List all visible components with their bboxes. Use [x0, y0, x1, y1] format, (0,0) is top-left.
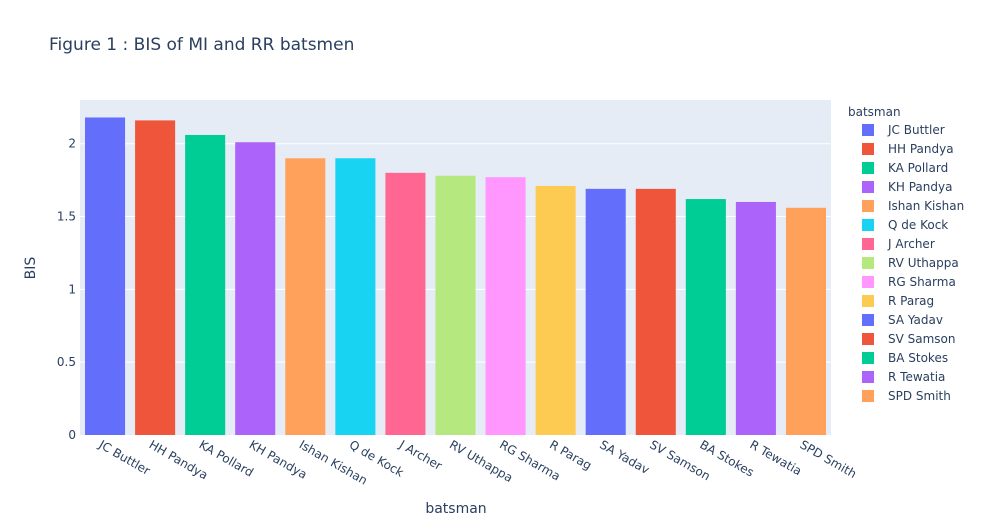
legend-item[interactable]: J Archer — [862, 237, 935, 251]
legend-label: Q de Kock — [888, 218, 948, 232]
legend-swatch — [862, 314, 874, 326]
legend-label: SV Samson — [888, 332, 956, 346]
legend-item[interactable]: KH Pandya — [862, 180, 952, 194]
legend-label: J Archer — [887, 237, 935, 251]
legend-label: RV Uthappa — [888, 256, 959, 270]
legend-item[interactable]: R Tewatia — [862, 370, 945, 384]
legend-swatch — [862, 390, 874, 402]
legend-swatch — [862, 219, 874, 231]
legend-label: HH Pandya — [888, 142, 954, 156]
legend-swatch — [862, 295, 874, 307]
bar-spd-smith[interactable] — [785, 207, 826, 435]
y-tick-label: 0.5 — [57, 355, 76, 369]
legend-item[interactable]: SPD Smith — [862, 389, 951, 403]
legend-item[interactable]: SV Samson — [862, 332, 956, 346]
legend-swatch — [862, 276, 874, 288]
legend-item[interactable]: Ishan Kishan — [862, 199, 964, 213]
legend-label: BA Stokes — [888, 351, 948, 365]
legend-label: KH Pandya — [888, 180, 952, 194]
legend-label: R Parag — [888, 294, 934, 308]
y-tick-label: 2 — [68, 137, 76, 151]
y-tick-label: 0 — [68, 428, 76, 442]
legend-swatch — [862, 333, 874, 345]
legend-item[interactable]: HH Pandya — [862, 142, 954, 156]
legend-item[interactable]: RV Uthappa — [862, 256, 959, 270]
x-tick-label: SPD Smith — [797, 437, 858, 481]
legend-swatch — [862, 124, 874, 136]
chart-title: Figure 1 : BIS of MI and RR batsmen — [49, 35, 354, 55]
bar-j-archer[interactable] — [385, 172, 426, 435]
y-axis-title: BIS — [23, 257, 39, 280]
legend-label: KA Pollard — [888, 161, 948, 175]
y-tick-label: 1.5 — [57, 210, 76, 224]
legend-label: RG Sharma — [888, 275, 956, 289]
y-tick-label: 1 — [68, 282, 76, 296]
x-tick-label: SA Yadav — [597, 437, 652, 477]
legend-item[interactable]: Q de Kock — [862, 218, 948, 232]
legend-label: SPD Smith — [888, 389, 951, 403]
legend-swatch — [862, 238, 874, 250]
bar-rv-uthappa[interactable] — [435, 175, 476, 435]
legend-label: SA Yadav — [888, 313, 943, 327]
legend-swatch — [862, 162, 874, 174]
legend-swatch — [862, 371, 874, 383]
legend-swatch — [862, 143, 874, 155]
legend-item[interactable]: KA Pollard — [862, 161, 948, 175]
legend-item[interactable]: RG Sharma — [862, 275, 956, 289]
bar-hh-pandya[interactable] — [135, 120, 176, 436]
x-tick-label: JC Buttler — [96, 437, 153, 478]
bar-jc-buttler[interactable] — [85, 117, 126, 435]
legend-swatch — [862, 200, 874, 212]
bar-rg-sharma[interactable] — [485, 177, 526, 435]
y-axis-ticks: 0 0.5 1 1.5 2 — [57, 137, 76, 442]
legend-swatch — [862, 181, 874, 193]
legend-label: R Tewatia — [888, 370, 945, 384]
bar-kh-pandya[interactable] — [235, 142, 276, 435]
bar-r-tewatia[interactable] — [735, 201, 776, 435]
legend-item[interactable]: R Parag — [862, 294, 934, 308]
legend-item[interactable]: JC Buttler — [862, 123, 945, 137]
legend-title: batsman — [848, 105, 901, 119]
x-tick-label: R Tewatia — [747, 437, 804, 478]
bar-ishan-kishan[interactable] — [285, 158, 326, 435]
bars[interactable] — [85, 117, 826, 436]
x-axis-title: batsman — [425, 501, 486, 517]
legend[interactable]: JC Buttler HH Pandya KA Pollard KH Pandya Is… — [862, 123, 964, 403]
legend-swatch — [862, 352, 874, 364]
legend-item[interactable]: BA Stokes — [862, 351, 948, 365]
bar-ba-stokes[interactable] — [685, 199, 726, 435]
bar-ka-pollard[interactable] — [185, 134, 226, 435]
legend-label: JC Buttler — [887, 123, 945, 137]
legend-label: Ishan Kishan — [888, 199, 964, 213]
bar-sv-samson[interactable] — [635, 188, 676, 435]
bar-sa-yadav[interactable] — [585, 188, 626, 435]
legend-item[interactable]: SA Yadav — [862, 313, 943, 327]
legend-swatch — [862, 257, 874, 269]
bar-q-de-kock[interactable] — [335, 158, 376, 435]
bar-r-parag[interactable] — [535, 185, 576, 435]
